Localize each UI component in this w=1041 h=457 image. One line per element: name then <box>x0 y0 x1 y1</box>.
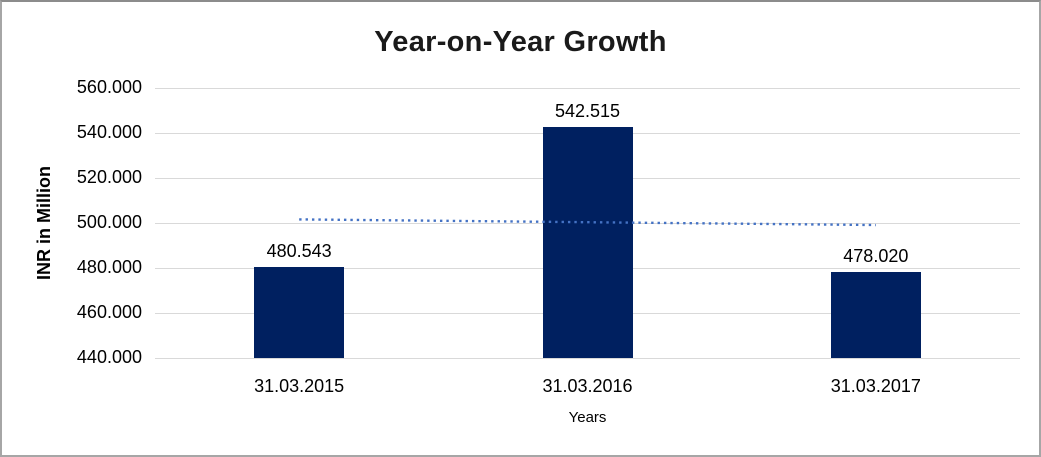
y-tick-label: 560.000 <box>76 77 142 97</box>
x-tick-label: 31.03.2017 <box>830 376 921 396</box>
data-label: 480.543 <box>266 240 332 261</box>
x-axis-title: Years <box>568 409 607 426</box>
y-tick-label: 480.000 <box>76 257 142 277</box>
x-tick-label: 31.03.2015 <box>254 376 345 396</box>
gridline <box>155 87 1020 89</box>
chart-title: Year-on-Year Growth <box>374 26 667 58</box>
y-tick-label: 440.000 <box>76 347 142 367</box>
y-tick-label: 520.000 <box>76 167 142 187</box>
data-label: 478.020 <box>843 246 909 267</box>
y-tick-label: 500.000 <box>76 212 142 232</box>
y-tick-label: 540.000 <box>76 122 142 142</box>
gridline <box>155 357 1020 359</box>
data-label: 542.515 <box>554 101 621 122</box>
x-tick-label: 31.03.2016 <box>542 376 633 396</box>
y-tick-label: 460.000 <box>76 302 142 322</box>
bar <box>830 272 921 358</box>
bar <box>542 127 633 358</box>
bar <box>254 266 345 358</box>
